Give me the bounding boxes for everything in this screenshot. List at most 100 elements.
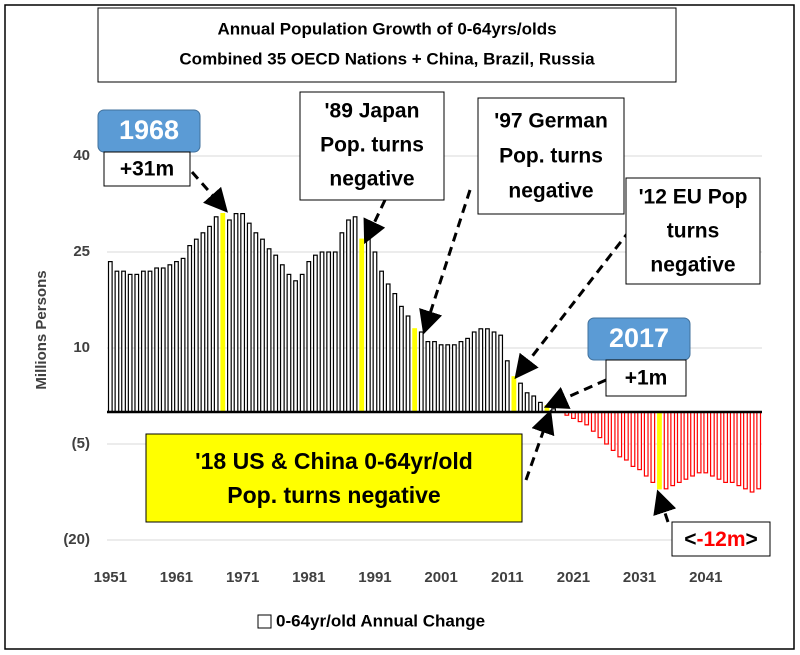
bar [663,411,669,490]
annotation-part: -12m [696,528,745,551]
bar [604,411,609,445]
bar [392,293,398,413]
bar [293,280,298,413]
bar [491,331,497,413]
x-tick-label: 1981 [292,569,325,586]
bar [121,270,126,413]
annotation: negative [508,180,593,203]
bar [531,395,537,413]
bar [319,251,325,413]
bar [180,257,186,413]
annotation: turns [667,220,720,243]
bar [524,392,530,413]
bar [313,254,318,413]
bar [399,305,404,413]
bar [140,270,146,413]
bar [359,238,365,413]
arrow [524,409,555,481]
bar [471,331,477,413]
bar [412,328,418,413]
x-tick-label: 2031 [623,569,656,586]
annotation: <-12m> [684,528,758,551]
bar [207,225,212,413]
y-tick-label: 40 [73,147,90,164]
bar [736,411,742,487]
bar [246,222,252,413]
bar [154,267,160,413]
annotation: negative [329,168,414,191]
bar [226,219,232,413]
annotation-part: > [746,528,758,551]
bar [346,219,351,413]
legend-label: 0-64yr/old Annual Change [276,611,485,630]
bar [279,264,285,413]
annotation: +31m [120,158,174,181]
bar [425,341,431,413]
annotation: 2017 [609,323,669,353]
annotation-box [671,521,771,557]
annotation: '97 German [494,110,608,133]
bar [749,411,755,493]
bar [405,315,411,413]
bar [286,273,292,413]
bar [498,334,504,413]
bar [273,254,279,413]
bar [485,328,490,413]
annotation-box [299,91,445,201]
annotation: '18 US & China 0-64yr/old [195,448,473,474]
bar [352,216,358,413]
bar [127,273,133,413]
bar [299,273,305,413]
annotation: '12 EU Pop [639,186,748,209]
x-tick-label: 1951 [94,569,127,586]
bar [637,411,643,471]
bar [465,337,470,413]
bar [107,261,113,413]
annotation-part: < [684,528,696,551]
bar [445,344,451,413]
bar [676,411,682,484]
annotation: +1m [625,367,668,390]
y-tick-label: (5) [72,435,90,452]
arrow [653,489,677,523]
bar [703,411,709,474]
bar [167,264,173,413]
bar [451,344,457,413]
annotation-box [477,97,625,215]
bar [723,411,729,484]
bar [193,238,199,413]
annotation-box [605,359,687,397]
arrow [419,189,472,335]
chart-title: Combined 35 OECD Nations + China, Brazil… [179,49,595,68]
bar [240,213,246,413]
legend-swatch [257,614,272,629]
bar [630,411,636,468]
bar [134,273,140,413]
bar [114,270,120,413]
bar [657,411,662,490]
annotation: Pop. turns [320,134,424,157]
bar [743,411,748,490]
y-tick-label: 10 [73,339,90,356]
bar [379,270,384,413]
annotation: '89 Japan [325,100,420,123]
bar [365,225,371,413]
annotation-box [625,177,761,285]
bar [537,401,543,413]
annotation: Pop. turns negative [227,482,440,508]
bar [332,251,338,413]
bar [326,251,332,413]
title-box [97,7,677,83]
bar [584,411,590,426]
arrow [543,378,607,409]
x-tick-label: 2001 [424,569,457,586]
bar [253,232,259,413]
bar [511,376,517,413]
bar [147,270,153,413]
bar [339,232,345,413]
bar [458,341,464,413]
bar [266,248,272,413]
y-tick-label: (20) [63,531,90,548]
annotation: negative [650,254,735,277]
